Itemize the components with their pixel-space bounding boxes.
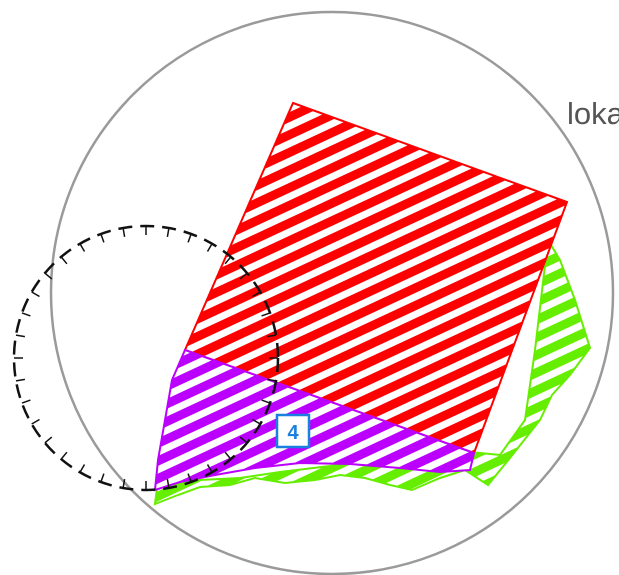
ring-tick — [122, 227, 126, 238]
ring-tick — [261, 399, 271, 404]
ring-tick — [239, 436, 248, 444]
ring-tick — [15, 378, 26, 382]
ring-tick — [187, 233, 192, 243]
ring-tick — [239, 272, 248, 280]
ring-tick — [252, 291, 261, 298]
ring-tick — [100, 233, 105, 243]
purple-zone[interactable] — [153, 348, 476, 492]
ring-tick — [15, 334, 26, 338]
ring-tick — [261, 312, 271, 317]
boundary-circle — [49, 10, 615, 575]
ring-tick — [224, 256, 232, 265]
ring-tick — [122, 478, 126, 489]
ring-tick — [206, 243, 213, 252]
ring-tick — [44, 272, 53, 280]
ring-tick — [266, 334, 277, 338]
ring-tick — [166, 227, 170, 238]
ring-tick — [21, 399, 31, 404]
ring-tick — [60, 451, 68, 460]
ring-tick — [79, 464, 86, 473]
marker-badge-box — [275, 413, 311, 449]
place-label: loka — [567, 96, 619, 131]
dashed-ring-ticks — [14, 226, 278, 490]
ring-tick — [60, 256, 68, 265]
marker-badge[interactable]: 4 — [275, 413, 311, 449]
marker-badge-number: 4 — [287, 422, 299, 444]
ring-tick — [266, 378, 277, 382]
ring-tick — [187, 473, 192, 483]
ring-tick — [252, 418, 261, 425]
ring-tick — [166, 478, 170, 489]
ring-tick — [44, 436, 53, 444]
ring-tick — [21, 312, 31, 317]
ring-tick — [79, 243, 86, 252]
ring-tick — [31, 291, 40, 298]
ring-tick — [100, 473, 105, 483]
ring-tick — [206, 464, 213, 473]
ring-tick — [224, 451, 232, 460]
ring-tick — [31, 418, 40, 425]
dashed-ring[interactable] — [12, 224, 280, 492]
